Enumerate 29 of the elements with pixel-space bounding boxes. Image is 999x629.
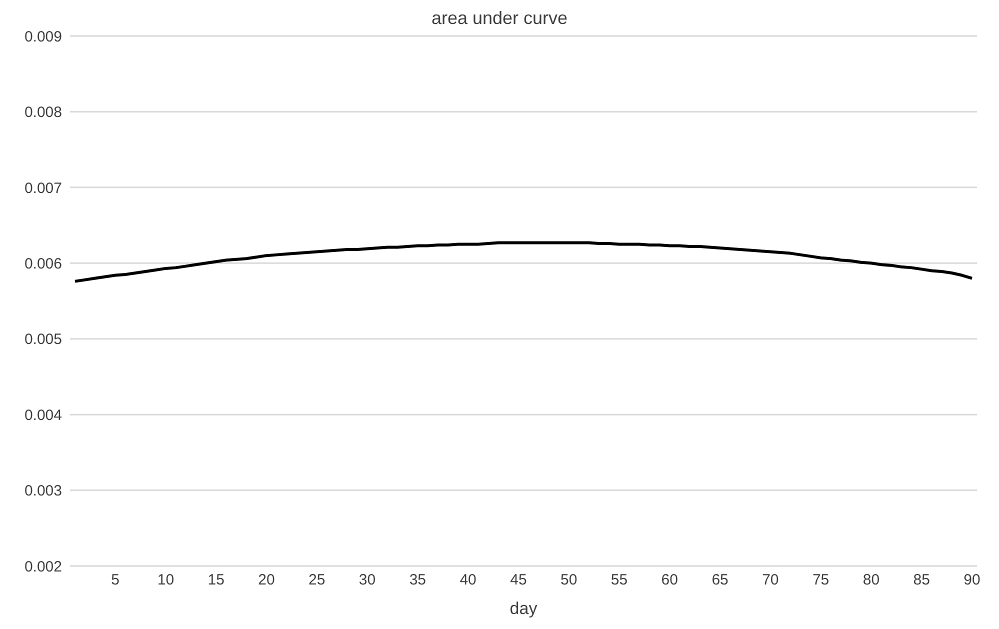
y-tick-label: 0.006 bbox=[24, 255, 62, 272]
y-tick-label: 0.008 bbox=[24, 104, 62, 122]
x-tick-label: 35 bbox=[409, 572, 426, 589]
x-tick-label: 60 bbox=[661, 572, 678, 589]
x-tick-label: 30 bbox=[358, 572, 376, 589]
y-tick-label: 0.007 bbox=[24, 180, 62, 197]
x-tick-label: 5 bbox=[111, 572, 120, 589]
x-tick-label: 20 bbox=[258, 572, 275, 589]
y-tick-label: 0.009 bbox=[24, 28, 62, 46]
y-tick-label: 0.002 bbox=[24, 558, 62, 576]
y-tick-label: 0.003 bbox=[24, 482, 62, 500]
x-tick-label: 40 bbox=[460, 572, 476, 589]
x-tick-label: 15 bbox=[208, 572, 224, 589]
line-series bbox=[74, 241, 974, 283]
y-tick-label: 0.005 bbox=[24, 331, 62, 348]
x-tick-label: 45 bbox=[510, 572, 527, 589]
x-tick-label: 65 bbox=[712, 572, 728, 589]
x-tick-label: 25 bbox=[308, 572, 326, 589]
x-tick-label: 50 bbox=[560, 572, 578, 589]
x-tick-label: 70 bbox=[762, 572, 779, 589]
x-tick-label: 55 bbox=[610, 572, 628, 589]
y-tick-label: 0.004 bbox=[24, 406, 62, 424]
chart-title: area under curve bbox=[430, 8, 569, 30]
x-tick-label: 80 bbox=[862, 572, 880, 589]
x-axis-title: day bbox=[510, 599, 538, 618]
x-tick-label: 85 bbox=[913, 572, 930, 589]
x-tick-label: 75 bbox=[812, 572, 830, 589]
x-tick-label: 10 bbox=[157, 572, 174, 589]
x-tick-label: 90 bbox=[964, 572, 980, 589]
